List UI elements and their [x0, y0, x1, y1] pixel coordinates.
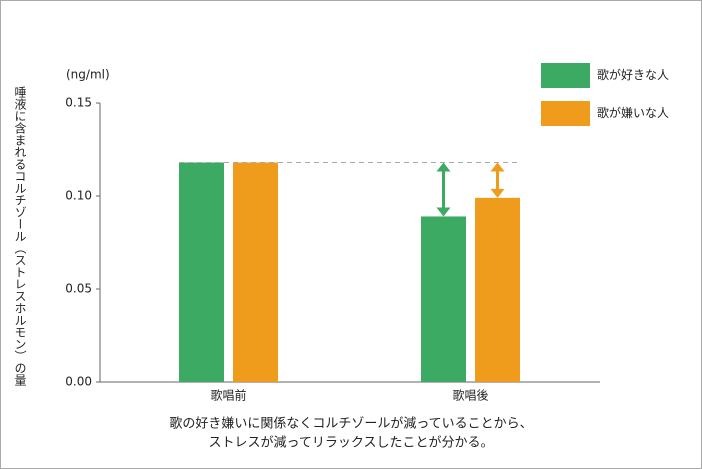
x-tick-label: 歌唱後	[452, 388, 488, 403]
arrow-head	[436, 162, 451, 172]
caption-line: 歌の好き嫌いに関係なくコルチゾールが減っていることから、	[169, 416, 532, 432]
legend-label: 歌が好きな人	[597, 67, 669, 82]
caption-line: ストレスが減ってリラックスしたことが分かる。	[209, 435, 494, 451]
bar	[179, 162, 224, 382]
legend-swatch	[541, 63, 590, 88]
y-tick-label: 0.10	[65, 189, 92, 203]
x-tick-label: 歌唱前	[210, 388, 246, 403]
bar	[475, 197, 520, 382]
legend-swatch	[541, 101, 590, 126]
y-axis-label: 唾液に含まれるコルチゾール（ストレスホルモン）の量	[13, 86, 27, 386]
y-tick-label: 0.00	[65, 375, 92, 389]
arrow-head	[436, 207, 451, 217]
y-tick-label: 0.05	[65, 282, 92, 296]
y-tick-label: 0.15	[65, 96, 92, 110]
bar	[233, 162, 278, 382]
legend-label: 歌が嫌いな人	[597, 105, 669, 120]
arrow-head	[490, 162, 505, 172]
unit-label: (ng/ml)	[66, 68, 110, 82]
bar	[421, 216, 466, 382]
arrow-head	[490, 188, 505, 198]
